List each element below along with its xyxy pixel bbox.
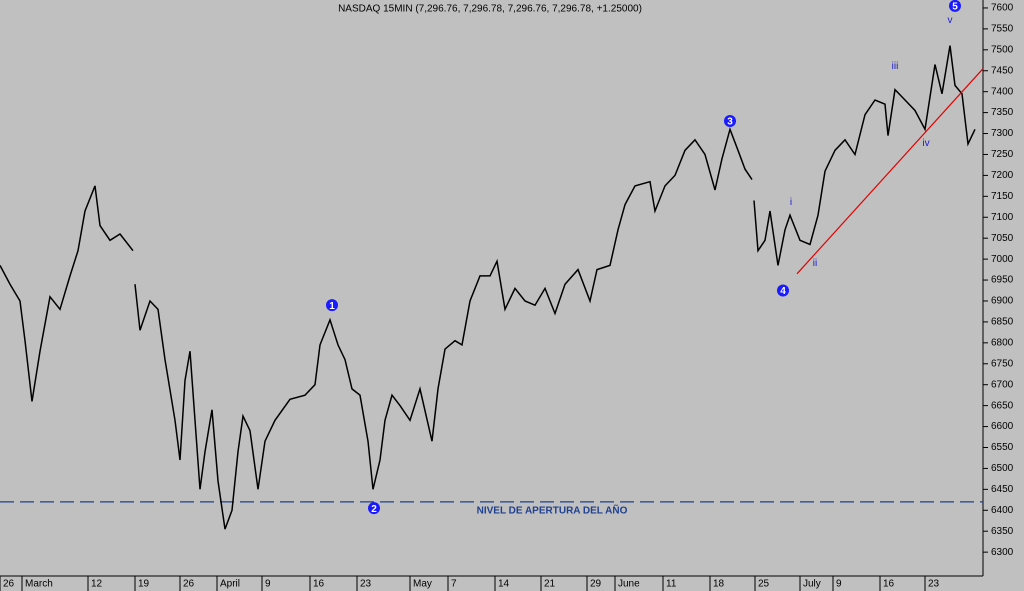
x-tick-label: 26	[183, 579, 195, 590]
x-tick-label: March	[25, 579, 53, 590]
y-tick-label: 6700	[991, 379, 1014, 390]
wave-marker	[724, 114, 736, 127]
y-tick-label: 7000	[991, 254, 1014, 265]
reference-label: NIVEL DE APERTURA DEL AÑO	[477, 504, 628, 517]
wave-label: 1	[329, 301, 335, 312]
y-tick-label: 6750	[991, 358, 1014, 369]
y-tick-label: 6900	[991, 296, 1014, 307]
y-tick-label: 7500	[991, 44, 1014, 55]
x-tick-label: 21	[544, 579, 556, 590]
y-tick-label: 7100	[991, 212, 1014, 223]
y-tick-label: 6600	[991, 421, 1014, 432]
y-tick-label: 6400	[991, 505, 1014, 516]
y-tick-label: 6650	[991, 400, 1014, 411]
wave-label: iv	[922, 138, 929, 149]
y-tick-label: 7350	[991, 107, 1014, 118]
y-tick-label: 7250	[991, 149, 1014, 160]
x-tick-label: May	[413, 579, 432, 590]
trend-line	[796, 68, 984, 275]
y-tick-label: 7400	[991, 86, 1014, 97]
price-line	[0, 45, 976, 530]
x-tick-label: April	[220, 579, 240, 590]
x-tick-label: 19	[138, 579, 150, 590]
chart-title: NASDAQ 15MIN (7,296.76, 7,296.78, 7,296.…	[338, 4, 642, 15]
x-tick-label: 16	[883, 579, 895, 590]
y-tick-label: 6950	[991, 275, 1014, 286]
y-tick-label: 7450	[991, 65, 1014, 76]
wave-label: 5	[952, 2, 958, 13]
wave-marker	[326, 299, 338, 312]
x-tick-label: June	[618, 579, 640, 590]
y-tick-label: 6850	[991, 317, 1014, 328]
y-tick-label: 6450	[991, 484, 1014, 495]
wave-label: ii	[813, 258, 817, 269]
x-tick-label: 14	[498, 579, 510, 590]
x-tick-label: 25	[758, 579, 770, 590]
y-tick-label: 7050	[991, 233, 1014, 244]
x-tick-label: 23	[928, 579, 940, 590]
x-tick-label: 18	[713, 579, 725, 590]
y-tick-label: 7200	[991, 170, 1014, 181]
wave-label: v	[948, 15, 953, 26]
y-tick-label: 6300	[991, 547, 1014, 558]
wave-marker	[368, 502, 380, 515]
y-tick-label: 6500	[991, 463, 1014, 474]
y-tick-label: 7600	[991, 3, 1014, 14]
wave-label: 4	[780, 286, 786, 297]
y-tick-label: 6550	[991, 442, 1014, 453]
x-tick-label: 12	[91, 579, 103, 590]
x-tick-label: 11	[666, 579, 677, 590]
x-tick-label: 29	[590, 579, 602, 590]
y-tick-label: 6350	[991, 526, 1014, 537]
y-tick-label: 7300	[991, 128, 1014, 139]
wave-label: iii	[892, 61, 899, 72]
x-tick-label: 23	[360, 579, 372, 590]
wave-label: i	[790, 197, 792, 208]
wave-marker	[777, 284, 789, 297]
x-tick-label: July	[803, 579, 821, 590]
wave-marker	[949, 0, 961, 12]
x-tick-label: 9	[836, 579, 842, 590]
y-tick-label: 7150	[991, 191, 1014, 202]
x-tick-label: 9	[265, 579, 271, 590]
wave-label: 2	[371, 504, 377, 515]
y-tick-label: 7550	[991, 24, 1014, 35]
y-tick-label: 6800	[991, 337, 1014, 348]
x-tick-label: 16	[313, 579, 325, 590]
x-tick-label: 7	[451, 579, 457, 590]
wave-label: 3	[727, 117, 733, 128]
x-tick-label: 26	[3, 579, 15, 590]
